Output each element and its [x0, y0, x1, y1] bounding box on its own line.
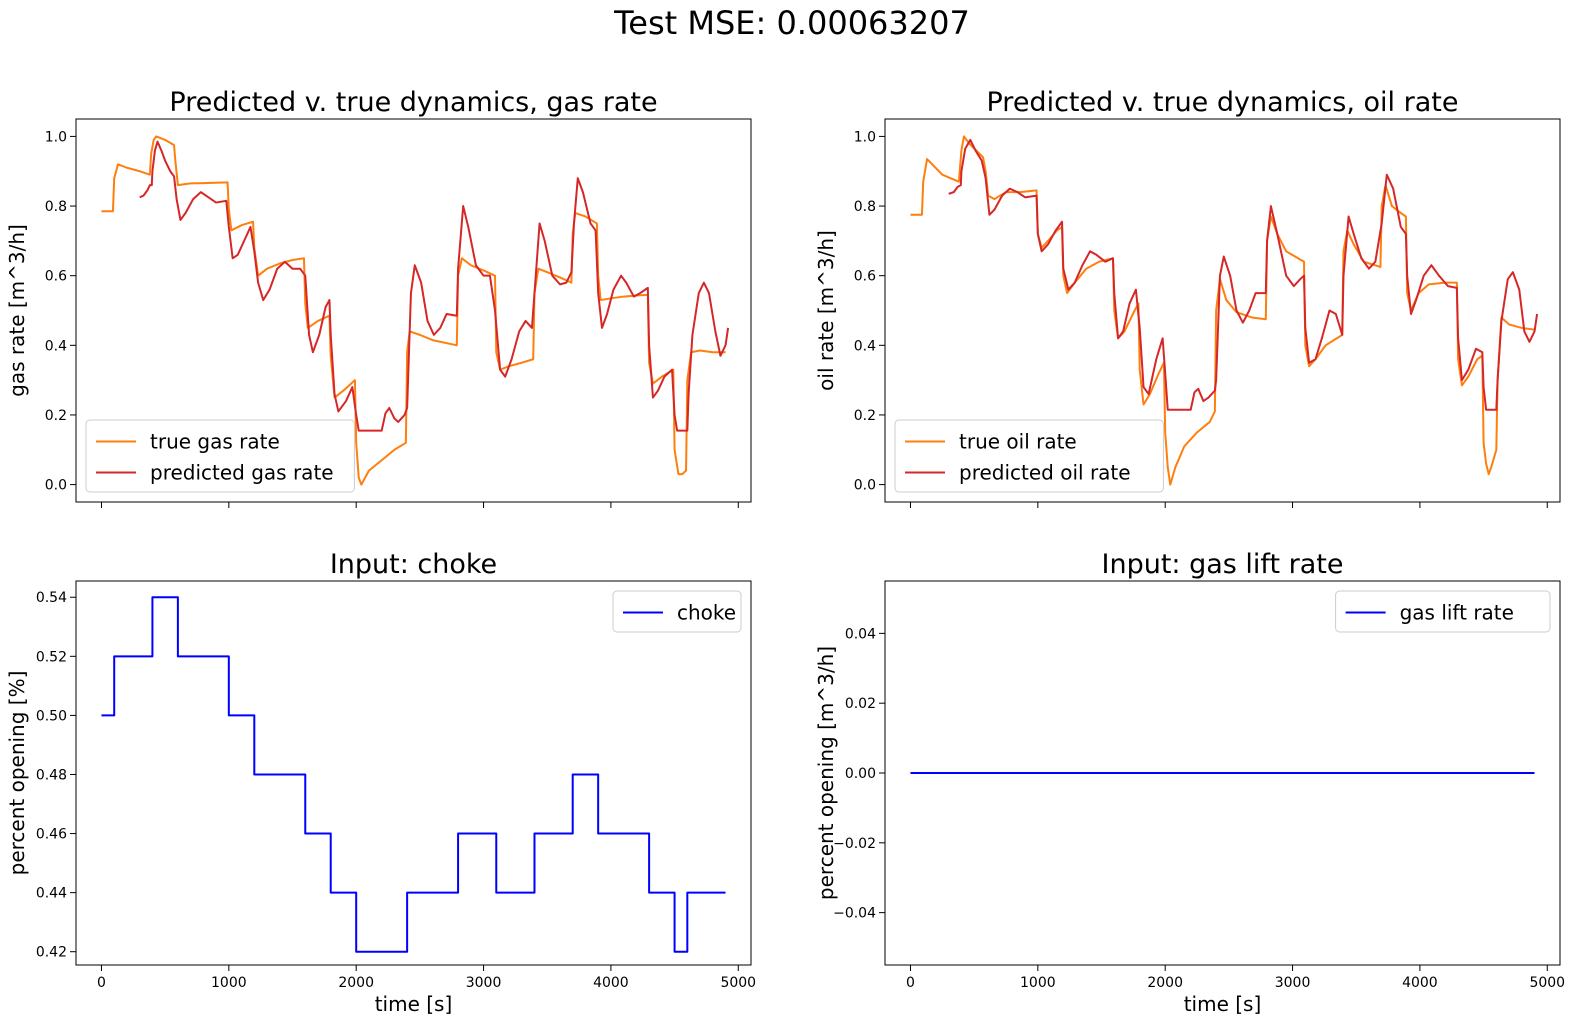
x-axis-label: time [s]: [1184, 992, 1262, 1016]
y-tick-label: 0.50: [36, 708, 67, 724]
x-tick-label: 0: [906, 975, 915, 991]
x-tick-label: 2000: [1147, 975, 1183, 991]
y-axis-label: oil rate [m^3/h]: [814, 230, 838, 391]
subplot-gas: Predicted v. true dynamics, gas rate 0.0 0…: [5, 87, 752, 508]
subplot-title: Input: choke: [330, 549, 497, 580]
subplot-choke: Input: choke 0 1000 2000 3000 4000 5000 0.42 0.4…: [5, 549, 756, 1016]
y-tick-label: 1.0: [45, 129, 67, 145]
y-axis-label: gas rate [m^3/h]: [5, 224, 29, 397]
y-tick-label: 0.8: [45, 199, 67, 215]
axes-frame: [75, 118, 752, 503]
y-tick-label: 0.6: [45, 269, 67, 285]
subplot-title: Predicted v. true dynamics, gas rate: [169, 87, 657, 118]
series-line-choke: [101, 596, 726, 953]
subplot-title: Predicted v. true dynamics, oil rate: [987, 87, 1459, 118]
legend-box: [1335, 590, 1551, 633]
legend-label: predicted oil rate: [959, 461, 1131, 485]
legend: gas lift rate: [1335, 590, 1551, 633]
y-tick-label: 0.00: [845, 766, 876, 782]
y-tick-label: 0.46: [36, 827, 67, 843]
x-tick-label: 5000: [720, 975, 756, 991]
y-tick-label: 0.8: [854, 199, 876, 215]
y-tick-label: 0.2: [854, 408, 876, 424]
x-tick-label: 1000: [211, 975, 247, 991]
y-tick-label: 0.02: [845, 696, 876, 712]
x-axis-label: time [s]: [375, 992, 453, 1016]
legend-label: true oil rate: [959, 430, 1077, 454]
legend-label: gas lift rate: [1400, 601, 1514, 625]
legend: true gas rate predicted gas rate: [85, 419, 355, 493]
series-line-true-oil-rate: [910, 135, 1535, 486]
subplot-oil: Predicted v. true dynamics, oil rate 0.0 0…: [814, 87, 1561, 508]
legend-label: predicted gas rate: [150, 461, 334, 485]
subplot-title: Input: gas lift rate: [1102, 549, 1344, 580]
y-tick-label: 0.6: [854, 269, 876, 285]
axes-frame: [75, 580, 752, 966]
legend-label: true gas rate: [150, 430, 280, 454]
axes-frame: [884, 118, 1561, 503]
y-tick-label: 0.0: [854, 478, 876, 494]
y-tick-label: 0.44: [36, 886, 67, 902]
y-axis-label: percent opening [m^3/h]: [814, 646, 838, 900]
figure-suptitle: Test MSE: 0.00063207: [613, 4, 970, 42]
legend-box: [894, 419, 1164, 493]
legend: choke: [612, 590, 742, 633]
x-tick-label: 1000: [1020, 975, 1056, 991]
series-line-predicted-gas-rate: [139, 140, 730, 432]
y-tick-label: 0.48: [36, 767, 67, 783]
y-tick-label: 0.0: [45, 478, 67, 494]
x-tick-label: 3000: [1275, 975, 1311, 991]
legend: true oil rate predicted oil rate: [894, 419, 1164, 493]
x-tick-label: 4000: [593, 975, 629, 991]
subplot-grid: Predicted v. true dynamics, gas rate0.00…: [5, 87, 1565, 1016]
series-line-predicted-oil-rate: [948, 138, 1539, 411]
legend-label: choke: [677, 601, 736, 625]
y-tick-label: 1.0: [854, 129, 876, 145]
y-tick-label: 0.2: [45, 408, 67, 424]
y-tick-label: −0.04: [833, 906, 876, 922]
y-tick-label: 0.52: [36, 649, 67, 665]
x-tick-label: 5000: [1529, 975, 1565, 991]
y-tick-label: 0.04: [845, 626, 876, 642]
legend-box: [612, 590, 742, 633]
x-tick-label: 0: [97, 975, 106, 991]
y-axis-label: percent opening [%]: [5, 671, 29, 876]
x-tick-label: 2000: [338, 975, 374, 991]
x-tick-label: 4000: [1402, 975, 1438, 991]
x-tick-label: 3000: [466, 975, 502, 991]
legend-box: [85, 419, 355, 493]
y-tick-label: 0.4: [45, 338, 67, 354]
subplot-gaslift: Input: gas lift rate 0 1000 2000 3000 4000 500…: [814, 549, 1565, 1016]
y-tick-label: 0.4: [854, 338, 876, 354]
y-tick-label: 0.42: [36, 945, 67, 961]
y-tick-label: 0.54: [36, 590, 67, 606]
y-tick-label: −0.02: [833, 836, 876, 852]
